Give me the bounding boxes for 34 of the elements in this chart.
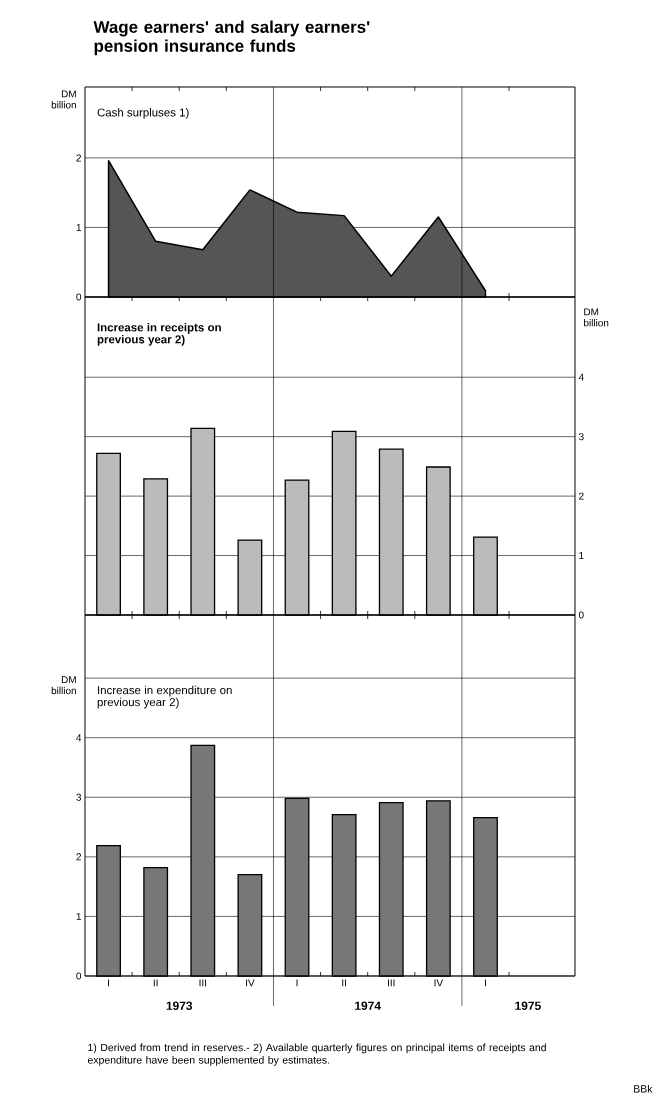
y-tick-label: 2 [76,154,81,162]
text: Increase in receipts on previous year 2) [97,323,221,346]
x-tick-label: II [342,979,346,987]
y-tick-label: 0 [578,611,584,619]
x-tick-label: I [485,979,486,987]
y-tick-label: 4 [578,373,584,381]
text: 1974 [355,1001,381,1010]
x-tick-label: III [388,979,395,987]
y-tick-label: 3 [578,433,584,441]
y-tick-label: 1 [579,552,584,559]
x-tick-label: III [199,979,207,987]
y-axis-title: DM billion [584,308,609,327]
y-axis-title: DM billion [51,676,76,695]
text: Increase in expenditure on previous year 2) [97,685,232,709]
x-tick-label: II [153,979,158,987]
x-tick-label: IV [246,979,255,987]
y-axis-title: DM billion [51,90,76,109]
text: 1973 [166,1001,193,1010]
chart-title: Wage earners' and salary earners' pension insurance funds [93,20,370,56]
text: 1) Derived from trend in reserves.- 2) Available quarterly figures on principal items of receipts and expenditure have been supplemented by estimates. [87,1043,546,1066]
y-tick-label: 2 [76,853,81,861]
y-tick-label: 1 [76,224,81,231]
x-tick-label: IV [434,979,444,987]
y-tick-label: 0 [76,293,82,301]
y-tick-label: 0 [76,972,82,980]
y-tick-label: 2 [579,492,584,500]
text: BBk [634,1084,653,1093]
x-tick-label: I [296,979,298,987]
y-tick-label: 3 [76,793,82,801]
text: Cash surpluses 1) [97,108,189,119]
x-tick-label: I [108,979,110,987]
y-tick-label: 1 [76,912,81,920]
text: 1975 [515,1001,541,1010]
y-tick-label: 4 [76,734,82,742]
